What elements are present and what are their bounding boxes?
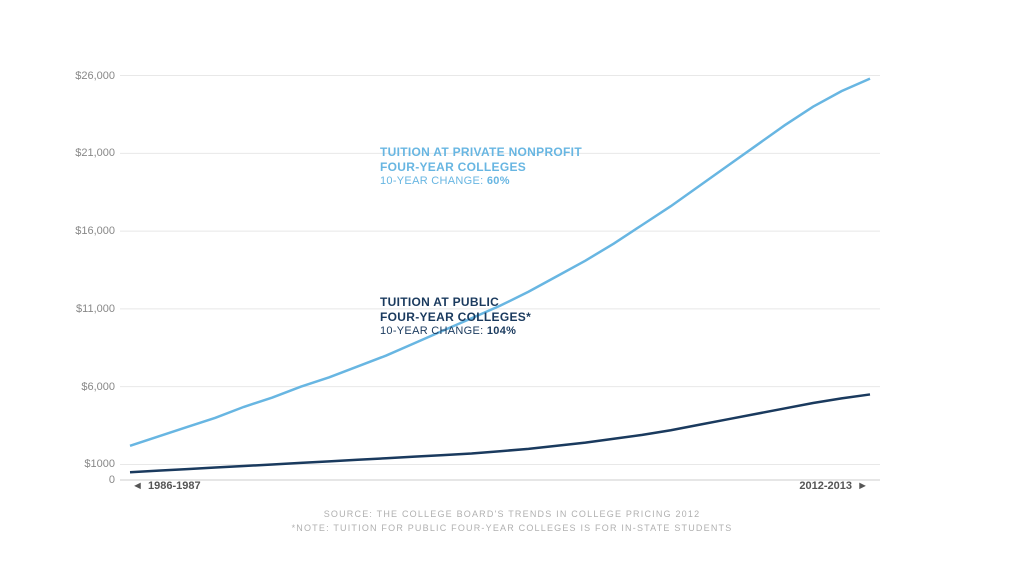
x-arrow-right-icon: ► xyxy=(857,480,868,492)
footnote-source: SOURCE: THE COLLEGE BOARD'S TRENDS IN CO… xyxy=(0,508,1024,522)
y-tick-4: $16,000 xyxy=(55,225,115,237)
x-axis-labels: ◄ 1986-1987 2012-2013 ► xyxy=(120,480,880,500)
chart-svg xyxy=(120,60,880,480)
annotation-private-line1: TUITION AT PRIVATE NONPROFIT xyxy=(380,145,582,160)
y-tick-6: $26,000 xyxy=(55,70,115,82)
chart-area xyxy=(120,60,880,480)
y-tick-5: $21,000 xyxy=(55,147,115,159)
annotation-private-line2: FOUR-YEAR COLLEGES xyxy=(380,160,582,175)
annotation-public: TUITION AT PUBLIC FOUR-YEAR COLLEGES* 10… xyxy=(380,295,531,339)
annotation-public-sub: 10-YEAR CHANGE: 104% xyxy=(380,325,531,339)
series-public xyxy=(130,394,870,472)
y-tick-2: $6,000 xyxy=(55,381,115,393)
x-end-label: 2012-2013 xyxy=(799,480,852,492)
annotation-private: TUITION AT PRIVATE NONPROFIT FOUR-YEAR C… xyxy=(380,145,582,189)
y-tick-1: $1000 xyxy=(55,458,115,470)
annotation-public-line1: TUITION AT PUBLIC xyxy=(380,295,531,310)
y-tick-3: $11,000 xyxy=(55,303,115,315)
x-start-label: 1986-1987 xyxy=(148,480,201,492)
series-private xyxy=(130,79,870,446)
annotation-public-line2: FOUR-YEAR COLLEGES* xyxy=(380,310,531,325)
y-tick-0: 0 xyxy=(55,474,115,486)
chart-footnotes: SOURCE: THE COLLEGE BOARD'S TRENDS IN CO… xyxy=(0,508,1024,535)
x-arrow-left-icon: ◄ xyxy=(132,480,143,492)
y-axis-labels: 0 $1000 $6,000 $11,000 $16,000 $21,000 $… xyxy=(55,60,115,480)
annotation-private-sub: 10-YEAR CHANGE: 60% xyxy=(380,175,582,189)
footnote-note: *NOTE: TUITION FOR PUBLIC FOUR-YEAR COLL… xyxy=(0,522,1024,536)
